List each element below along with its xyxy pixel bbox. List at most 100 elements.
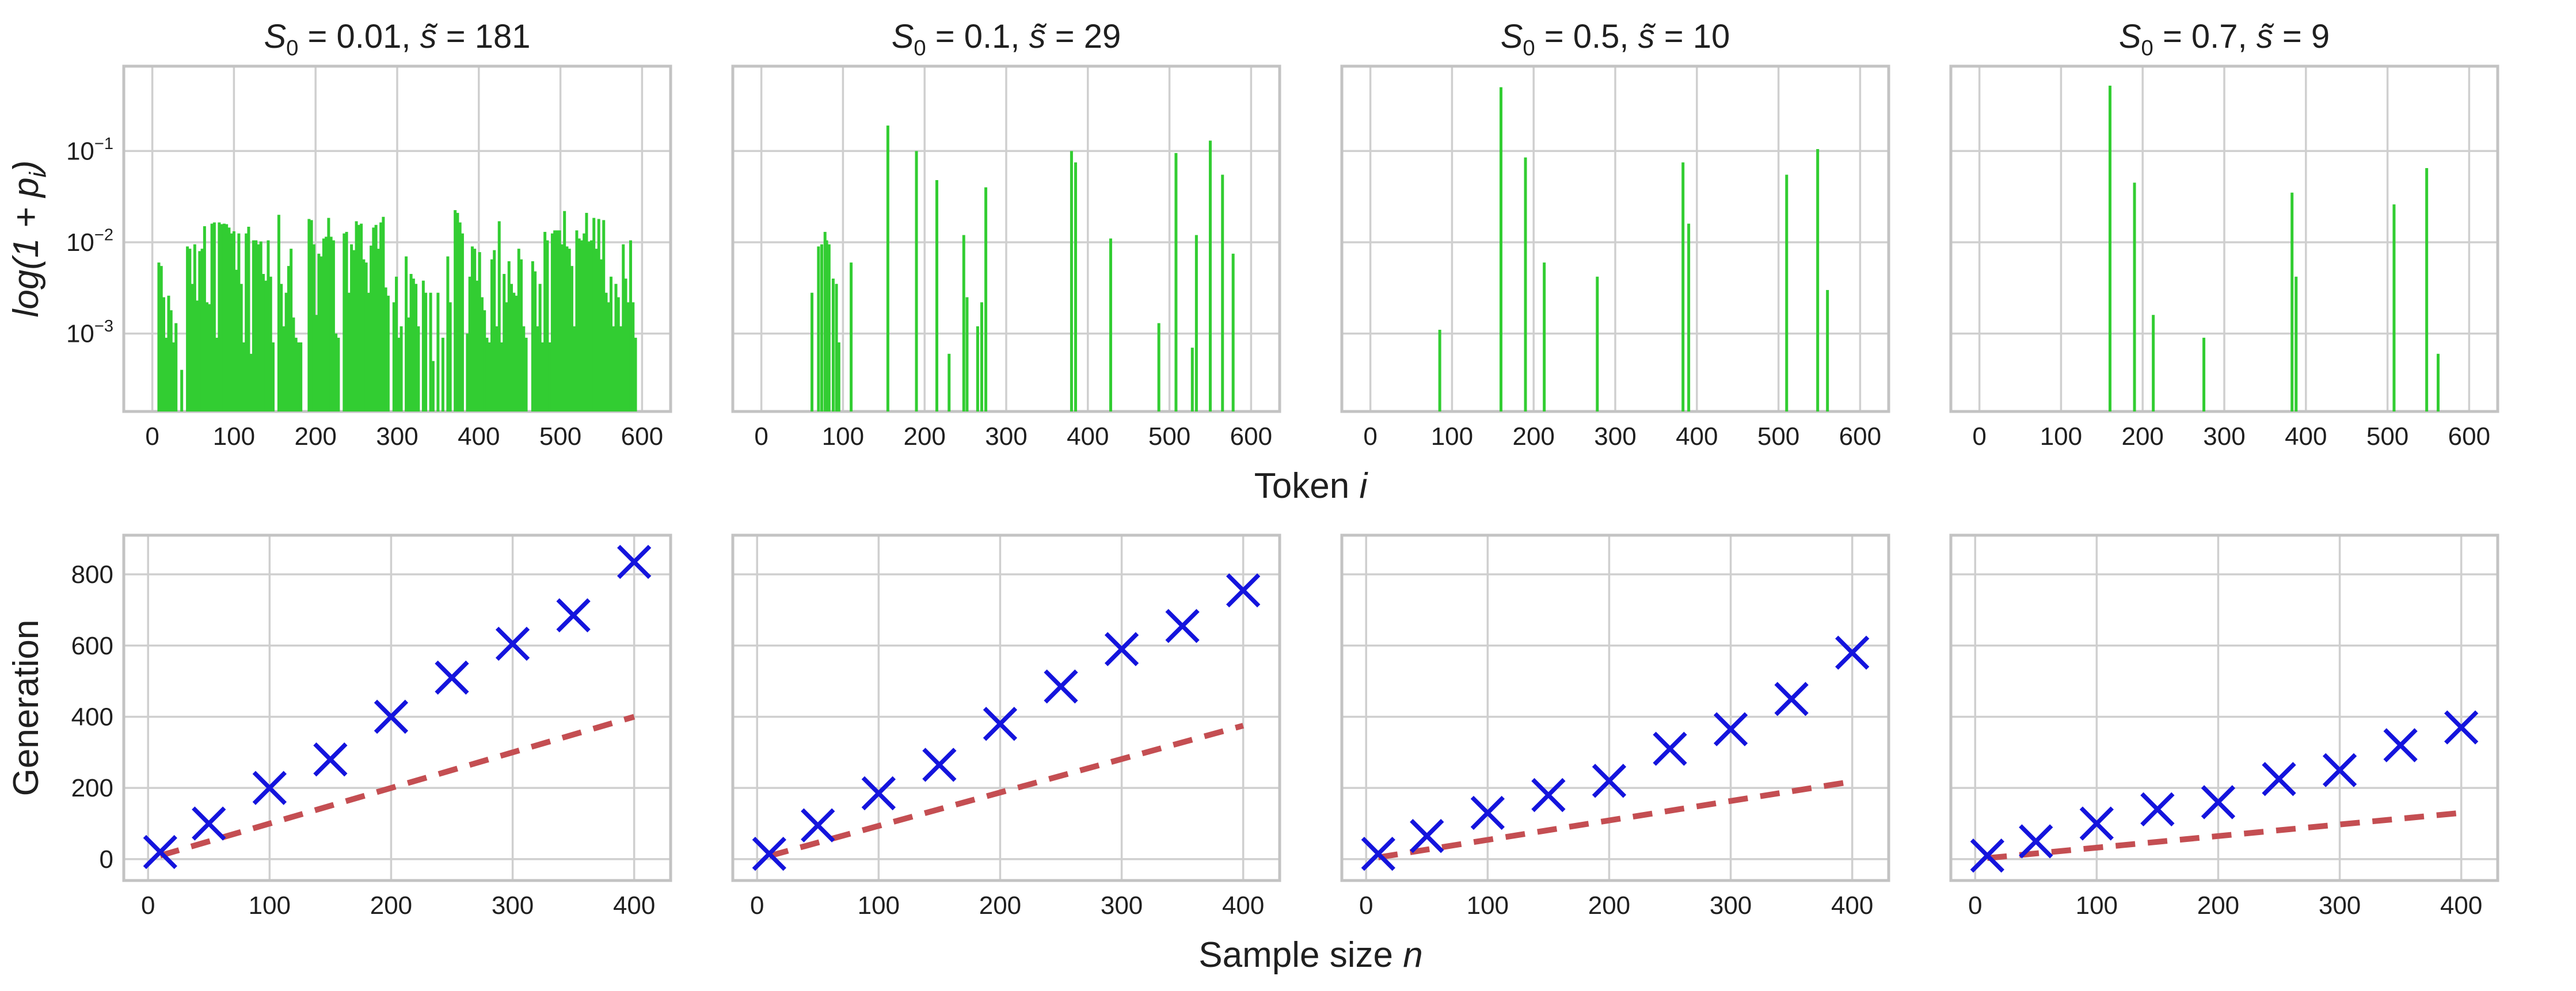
x-tick-label: 500: [1148, 422, 1190, 451]
x-tick-label: 500: [539, 422, 581, 451]
x-axis-ticks: 0 100 200 300 400: [1359, 891, 1873, 920]
x-marker: [1044, 669, 1078, 704]
x-tick-label: 400: [1676, 422, 1718, 451]
plot-border: [731, 533, 1281, 882]
x-tick-label: 500: [1757, 422, 1799, 451]
x-marker: [801, 808, 835, 843]
x-tick-label: 200: [1512, 422, 1554, 451]
scatter-points: [752, 573, 1261, 871]
x-tick-label: 200: [979, 891, 1021, 920]
x-axis-ticks: 0 100 200 300 400 500 600: [754, 422, 1272, 451]
stem-bars: [2108, 85, 2440, 412]
x-tick-label: 0: [145, 422, 159, 451]
y-axis-ticks: 0 200 400 600 800: [71, 561, 113, 874]
y-tick-label: 10−2: [66, 226, 113, 257]
x-marker: [1653, 731, 1687, 766]
x-marker: [1592, 764, 1627, 798]
subplot-title: S0 = 0.7, s̃ = 9: [2119, 18, 2330, 60]
x-tick-label: 0: [1972, 422, 1986, 451]
x-marker: [495, 627, 530, 661]
plot-border: [122, 533, 672, 882]
x-tick-label: 200: [2197, 891, 2239, 920]
grid-lines: [1342, 66, 1889, 411]
subplot-stem-2: S0 = 0.1, s̃ = 29 0 100 200 300 400 500 600: [731, 18, 1281, 451]
x-axis-ticks: 0 100 200 300 400: [750, 891, 1264, 920]
subplot-scatter-2: 0 100 200 300 400: [731, 533, 1281, 920]
x-tick-label: 0: [754, 422, 768, 451]
y-tick-label: 10−3: [66, 317, 113, 348]
x-tick-label: 200: [294, 422, 336, 451]
subplot-title: S0 = 0.01, s̃ = 181: [264, 18, 530, 60]
x-tick-label: 200: [370, 891, 412, 920]
reference-dashed-line: [768, 723, 1244, 859]
x-tick-label: 400: [2440, 891, 2482, 920]
x-marker: [983, 707, 1018, 741]
x-tick-label: 200: [2121, 422, 2163, 451]
x-tick-label: 400: [1222, 891, 1264, 920]
x-tick-label: 300: [2319, 891, 2361, 920]
sample-size-axis-label: Sample size n: [1198, 935, 1422, 975]
x-marker: [1104, 632, 1139, 666]
x-tick-label: 300: [2203, 422, 2245, 451]
stem-bars: [1438, 87, 1829, 412]
x-tick-label: 400: [1831, 891, 1873, 920]
generation-axis-label: Generation: [6, 620, 46, 796]
x-marker: [192, 806, 226, 841]
grid-lines: [1951, 535, 2498, 881]
x-marker: [2140, 792, 2175, 826]
x-marker: [617, 544, 652, 580]
x-marker: [1470, 795, 1505, 830]
reference-dashed-line: [1987, 810, 2462, 862]
x-marker: [922, 748, 957, 782]
x-tick-label: 100: [249, 891, 291, 920]
grid-lines: [1951, 66, 2498, 411]
x-tick-label: 0: [141, 891, 155, 920]
plot-border: [1949, 533, 2499, 882]
x-marker: [2444, 710, 2479, 745]
x-tick-label: 0: [1359, 891, 1373, 920]
reference-dashed-line: [1378, 779, 1853, 860]
x-marker: [861, 776, 896, 811]
plot-border: [1340, 533, 1890, 882]
x-marker: [435, 660, 469, 695]
x-axis-ticks: 0 100 200 300 400: [141, 891, 655, 920]
x-marker: [556, 598, 591, 632]
x-tick-label: 0: [1968, 891, 1982, 920]
x-marker: [1774, 681, 1809, 716]
y-tick-label: 200: [71, 774, 113, 802]
x-tick-label: 300: [1101, 891, 1143, 920]
x-tick-label: 600: [1839, 422, 1881, 451]
x-tick-label: 500: [2366, 422, 2408, 451]
x-tick-label: 400: [2285, 422, 2327, 451]
x-tick-label: 100: [2040, 422, 2082, 451]
token-axis-label: Token i: [1254, 466, 1369, 506]
x-tick-label: 100: [1431, 422, 1473, 451]
x-tick-label: 600: [1230, 422, 1272, 451]
reference-dashed-line: [159, 714, 636, 859]
x-tick-label: 0: [1363, 422, 1377, 451]
x-tick-label: 100: [2076, 891, 2118, 920]
scatter-points: [1970, 710, 2479, 873]
x-marker: [2322, 753, 2357, 787]
x-tick-label: 300: [1594, 422, 1636, 451]
subplot-stem-3: S0 = 0.5, s̃ = 10 0 100 200 300 400 500 600: [1340, 18, 1890, 451]
x-tick-label: 0: [750, 891, 764, 920]
y-tick-label: 0: [100, 845, 113, 874]
x-marker: [1531, 777, 1566, 813]
grid-lines: [1342, 535, 1889, 881]
x-marker: [1970, 838, 2004, 873]
x-tick-label: 600: [2448, 422, 2490, 451]
y-axis-ticks: 10−1 10−2 10−3: [66, 135, 113, 348]
x-marker: [752, 836, 786, 871]
subplot-scatter-4: 0 100 200 300 400: [1949, 533, 2499, 920]
subplot-title: S0 = 0.1, s̃ = 29: [892, 18, 1121, 60]
stem-bars: [811, 125, 1235, 411]
x-tick-label: 100: [822, 422, 864, 451]
x-marker: [1226, 573, 1261, 608]
x-tick-label: 300: [985, 422, 1027, 451]
x-marker: [2019, 824, 2053, 859]
y-tick-label: 800: [71, 561, 113, 589]
x-marker: [252, 771, 287, 805]
x-tick-label: 300: [492, 891, 534, 920]
